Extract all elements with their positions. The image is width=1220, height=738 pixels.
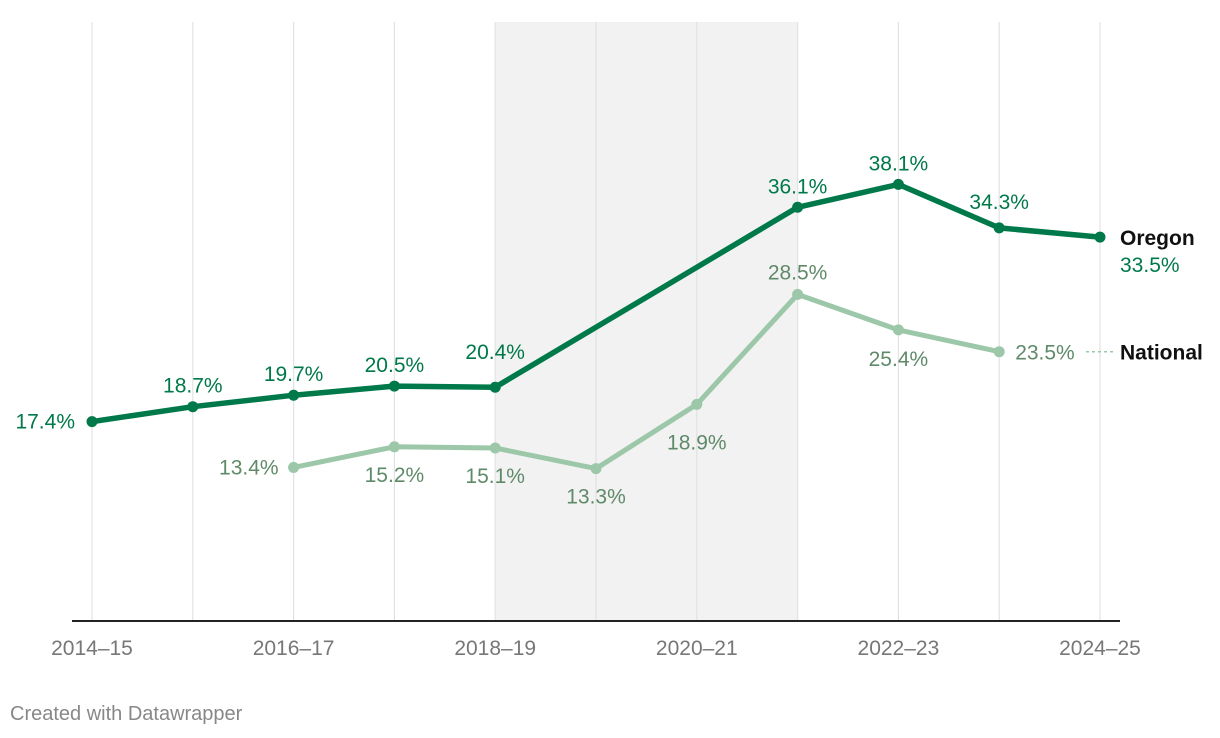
data-point-national <box>489 442 501 454</box>
data-label-national: 25.4% <box>869 348 929 371</box>
data-label-national: 15.1% <box>465 465 525 488</box>
credit-text: Created with Datawrapper <box>10 703 243 725</box>
data-point-national <box>388 441 400 453</box>
data-label-national: 23.5% <box>1015 342 1075 365</box>
series-label-oregon: Oregon <box>1120 227 1195 250</box>
data-point-national <box>892 324 904 336</box>
data-point-oregon <box>892 178 904 190</box>
x-tick-label: 2018–19 <box>454 637 536 660</box>
data-label-national: 28.5% <box>768 261 828 284</box>
x-tick-label: 2024–25 <box>1059 637 1141 660</box>
x-tick-label: 2014–15 <box>51 637 133 660</box>
data-label-national: 13.4% <box>219 456 279 479</box>
data-point-national <box>993 346 1005 358</box>
data-label-oregon: 20.4% <box>465 341 525 364</box>
data-point-national <box>691 398 703 410</box>
data-point-national <box>288 461 300 473</box>
data-label-national: 13.3% <box>566 486 626 509</box>
data-label-oregon: 18.7% <box>163 375 223 398</box>
data-point-oregon <box>388 380 400 392</box>
data-point-oregon <box>187 401 199 413</box>
data-point-oregon <box>86 416 98 428</box>
data-label-oregon: 20.5% <box>365 354 425 377</box>
gridlines <box>91 22 1101 621</box>
series-line-national <box>291 291 1002 472</box>
data-label-national: 18.9% <box>667 431 727 454</box>
data-label-oregon: 34.3% <box>969 191 1029 214</box>
data-point-oregon <box>792 201 804 213</box>
shaded-range <box>495 22 798 621</box>
data-label-oregon: 38.1% <box>869 152 929 175</box>
data-label-oregon: 17.4% <box>15 411 75 434</box>
data-label-oregon: 33.5% <box>1120 254 1180 277</box>
data-point-oregon <box>1094 231 1106 243</box>
data-point-oregon <box>288 389 300 401</box>
data-label-national: 15.2% <box>365 464 425 487</box>
data-point-oregon <box>489 381 501 393</box>
data-label-oregon: 19.7% <box>264 363 324 386</box>
x-tick-label: 2020–21 <box>656 637 738 660</box>
x-axis: 2014–15 2016–17 2018–19 2020–21 2022–23 2024–… <box>51 620 1141 660</box>
shaded-period <box>495 22 798 621</box>
series-lines <box>86 178 1106 475</box>
series-end-labels: Oregon National <box>1086 227 1203 365</box>
data-point-oregon <box>993 222 1005 234</box>
data-point-national <box>792 288 804 300</box>
data-point-national <box>590 463 602 475</box>
data-labels: 17.4% 18.7% 19.7% 20.5% 20.4% 36.1% 38.1% 34.3%… <box>15 152 1179 508</box>
x-tick-label: 2016–17 <box>253 637 335 660</box>
series-label-national: National <box>1120 342 1203 365</box>
data-label-oregon: 36.1% <box>768 175 828 198</box>
x-tick-label: 2022–23 <box>858 637 940 660</box>
